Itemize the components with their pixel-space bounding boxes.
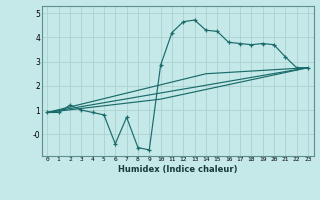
X-axis label: Humidex (Indice chaleur): Humidex (Indice chaleur) <box>118 165 237 174</box>
